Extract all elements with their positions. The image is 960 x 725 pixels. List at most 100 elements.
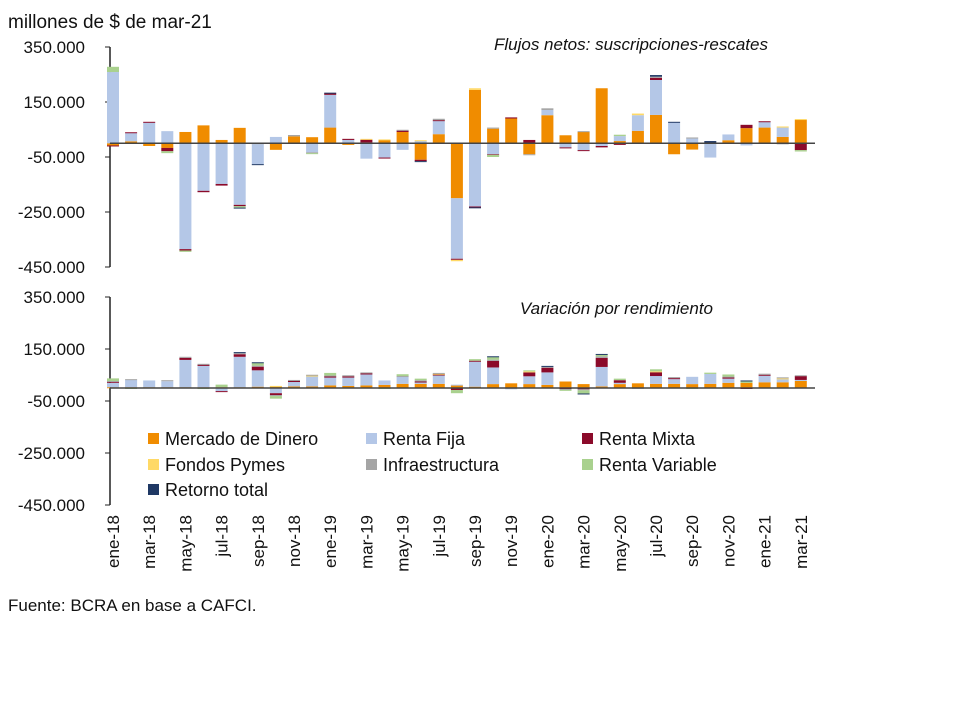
bar-mercado-de-dinero-may-18 (179, 131, 192, 144)
bar-renta-variable-ago-18 (233, 206, 246, 208)
bar-renta-fija-ago-18 (233, 143, 246, 205)
x-tick-label: ene-18 (104, 515, 123, 568)
bar-renta-fija-sep-18 (251, 144, 264, 165)
x-tick-label: mar-18 (140, 515, 159, 569)
bar-renta-fija-oct-18 (269, 388, 282, 394)
y-tick-label: -50.000 (27, 392, 85, 411)
bar-mercado-de-dinero-dic-19 (523, 384, 536, 388)
bar-renta-fija-jul-18 (215, 388, 228, 392)
bar-renta-fija-oct-20 (704, 373, 717, 384)
bar-renta-mixta-dic-19 (523, 372, 536, 377)
bar-renta-fija-ago-18 (233, 356, 246, 388)
bar-infraestructura-jul-19 (432, 372, 445, 374)
bar-fondos-pymes-dic-19 (523, 371, 536, 373)
bar-infraestructura-may-19 (396, 129, 409, 131)
x-tick-label: mar-20 (575, 515, 594, 569)
bar-renta-mixta-mar-20 (577, 150, 590, 152)
bar-mercado-de-dinero-ago-19 (450, 385, 463, 388)
bar-renta-fija-oct-19 (487, 143, 500, 155)
bar-retorno-total-sep-18 (251, 362, 264, 364)
bar-infraestructura-oct-18 (269, 395, 282, 397)
bar-mercado-de-dinero-dic-20 (740, 382, 753, 388)
bar-mercado-de-dinero-may-19 (396, 383, 409, 388)
bar-renta-fija-jun-19 (414, 141, 427, 144)
legend-swatch (582, 433, 593, 444)
bar-mercado-de-dinero-feb-19 (342, 385, 355, 388)
bar-renta-fija-ene-20 (541, 109, 554, 116)
bar-renta-mixta-jul-18 (215, 391, 228, 393)
bar-renta-mixta-oct-19 (487, 154, 500, 156)
bar-mercado-de-dinero-dic-20 (740, 128, 753, 144)
bar-renta-fija-abr-18 (161, 131, 174, 144)
x-tick-label: may-19 (394, 515, 413, 572)
bar-fondos-pymes-jul-19 (432, 373, 445, 375)
bar-renta-fija-mar-20 (577, 143, 590, 151)
bar-renta-variable-ene-19 (324, 372, 337, 376)
bar-renta-fija-feb-20 (559, 143, 572, 148)
bar-renta-fija-ene-21 (758, 375, 771, 383)
panel-title-net-flows: Flujos netos: suscripciones-rescates (494, 35, 769, 54)
bar-mercado-de-dinero-jul-19 (432, 383, 445, 388)
bar-renta-fija-jul-20 (650, 80, 662, 115)
x-tick-label: ene-21 (756, 515, 775, 568)
bar-infraestructura-ene-20 (541, 108, 554, 110)
bar-infraestructura-dic-18 (306, 374, 319, 376)
bar-renta-mixta-ene-19 (324, 93, 337, 95)
bar-renta-fija-ene-19 (324, 377, 337, 386)
bar-renta-variable-mar-20 (577, 390, 590, 394)
bar-renta-variable-dic-19 (523, 370, 536, 372)
bar-infraestructura-feb-19 (342, 375, 355, 377)
x-tick-label: may-18 (176, 515, 195, 572)
bar-mercado-de-dinero-mar-19 (360, 385, 373, 388)
bar-infraestructura-abr-20 (595, 356, 608, 358)
bar-mercado-de-dinero-feb-19 (342, 143, 355, 145)
bar-renta-variable-may-20 (613, 134, 626, 137)
bar-renta-fija-ene-18 (107, 382, 119, 388)
bar-infraestructura-dic-19 (523, 154, 536, 156)
y-tick-label: -450.000 (18, 496, 85, 515)
bar-mercado-de-dinero-ene-21 (758, 382, 771, 388)
bar-renta-fija-ago-20 (668, 379, 681, 384)
bar-renta-fija-may-18 (179, 359, 192, 388)
bar-mercado-de-dinero-feb-18 (125, 141, 138, 144)
bar-infraestructura-ene-19 (324, 375, 337, 377)
bar-mercado-de-dinero-jun-20 (631, 383, 644, 388)
bar-mercado-de-dinero-feb-20 (559, 381, 572, 388)
y-tick-label: 150.000 (24, 93, 85, 112)
bar-renta-mixta-oct-18 (269, 393, 282, 396)
panel-title-performance: Variación por rendimiento (520, 299, 713, 318)
bar-renta-fija-sep-19 (469, 361, 481, 387)
bar-fondos-pymes-oct-18 (269, 385, 282, 387)
bar-renta-variable-oct-19 (487, 154, 500, 157)
bar-infraestructura-oct-19 (487, 127, 500, 129)
legend-swatch (148, 433, 159, 444)
bar-mercado-de-dinero-jun-19 (414, 383, 427, 388)
bar-infraestructura-ene-21 (758, 373, 771, 375)
bar-infraestructura-ago-18 (233, 353, 246, 355)
bar-renta-mixta-jul-19 (432, 374, 445, 376)
bar-renta-mixta-mar-21 (794, 376, 807, 380)
bar-infraestructura-mar-21 (794, 375, 807, 377)
bar-renta-mixta-dic-20 (740, 124, 753, 129)
bar-renta-fija-feb-18 (125, 133, 138, 142)
bar-infraestructura-dic-18 (306, 152, 319, 154)
bar-renta-fija-may-19 (396, 143, 409, 150)
bar-renta-fija-ago-20 (668, 122, 681, 144)
bar-mercado-de-dinero-ene-20 (541, 115, 554, 144)
legend-label: Retorno total (165, 480, 268, 500)
bar-mercado-de-dinero-dic-18 (306, 386, 319, 388)
bar-renta-mixta-oct-19 (487, 360, 500, 368)
bar-renta-variable-dic-20 (740, 381, 753, 383)
bar-fondos-pymes-jun-19 (414, 140, 427, 142)
bar-infraestructura-jul-20 (650, 76, 662, 78)
legend-label: Mercado de Dinero (165, 429, 318, 449)
source-note: Fuente: BCRA en base a CAFCI. (8, 596, 257, 615)
bar-infraestructura-nov-18 (288, 379, 300, 381)
bar-retorno-total-sep-19 (469, 207, 481, 209)
bar-mercado-de-dinero-abr-18 (161, 143, 174, 148)
bar-renta-fija-mar-19 (360, 143, 373, 159)
bar-renta-fija-sep-20 (686, 376, 699, 385)
bar-renta-variable-oct-20 (704, 372, 717, 374)
bar-fondos-pymes-sep-19 (469, 88, 481, 90)
bar-fondos-pymes-dic-18 (306, 375, 319, 377)
